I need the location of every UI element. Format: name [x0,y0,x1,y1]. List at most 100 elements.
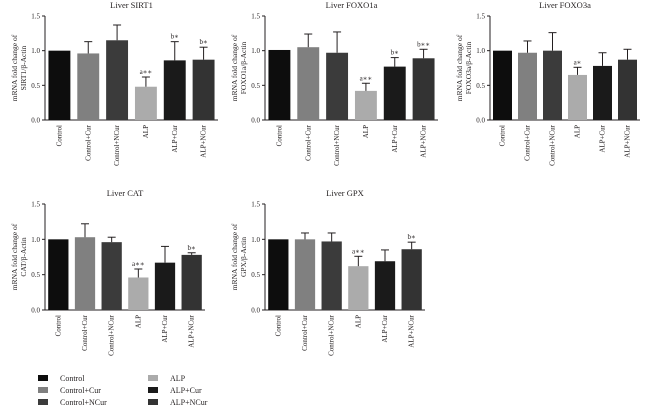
chart-panel-liver-foxo3a: Liver FOXO3a mRNA fold change of FOXO3a/β-… [455,0,640,166]
x-tick-label: Control+Cur [84,124,92,161]
y-tick-label: 0.0 [476,117,485,125]
bar-alp-cur [593,65,612,120]
y-tick-label: 0.5 [476,82,485,90]
y-tick-label: 0.5 [251,82,260,90]
bar-alp-cur [374,261,396,310]
legend-item-control-cur: Control+Cur [38,384,101,396]
bar-control [493,50,512,120]
x-tick-label: Control+Cur [524,124,532,161]
x-tick-label: Control+NCur [113,124,121,166]
chart-panel-liver-foxo1a: Liver FOXO1a mRNA fold change of FOXO1a/β-… [230,0,438,166]
legend-swatch [38,399,48,405]
y-tick-label: 1.0 [31,47,40,55]
x-tick-label: ALP+Cur [391,124,399,152]
chart-title: Liver FOXO1a [326,0,378,10]
bar-alp-cur [383,66,406,120]
y-tick-label: 0.0 [251,117,260,125]
chart-title: Liver GPX [326,188,364,198]
legend-item-alp: ALP [148,372,185,384]
x-tick-label: ALP+Cur [171,124,179,152]
bar-alp-cur [163,60,186,120]
bar-alp-ncur [401,249,422,310]
y-axis-label: mRNA fold change of [230,223,239,290]
y-axis-label: FOXO1a/β-Actin [239,41,248,94]
bar-control-ncur [326,52,349,120]
legend-swatch [38,387,48,393]
x-tick-label: Control+Cur [304,124,312,161]
legend-swatch [38,375,48,381]
x-tick-label: ALP [362,125,370,138]
significance-label: b∗ [391,49,400,57]
x-tick-label: Control [274,315,282,336]
y-tick-label: 1.5 [251,201,260,209]
legend-label: Control+NCur [60,397,107,407]
x-tick-label: Control [499,125,507,146]
x-tick-label: Control [275,125,283,146]
y-axis-label: mRNA fold change of [455,34,464,101]
bar-control-cur [77,53,100,120]
x-tick-label: ALP [134,315,142,328]
bar-alp [134,86,157,120]
y-tick-label: 1.5 [31,13,40,21]
x-tick-label: Control+NCur [328,314,336,356]
bar-control-ncur [101,242,122,310]
y-tick-label: 1.5 [251,13,260,21]
bar-alp-ncur [618,59,637,120]
bar-control-ncur [106,40,129,121]
y-tick-label: 0.5 [31,271,40,279]
bar-alp [348,266,369,310]
significance-label: a∗∗ [352,247,365,255]
x-tick-label: Control [54,315,62,336]
bar-control-cur [518,52,537,120]
y-tick-label: 1.0 [31,236,40,244]
significance-label: a∗∗ [140,68,153,76]
x-tick-label: ALP+NCur [420,124,428,157]
bar-control-cur [297,47,320,121]
significance-label: b∗ [408,233,417,241]
y-tick-label: 0.5 [251,271,260,279]
legend-label: ALP [170,373,186,383]
y-axis-label: mRNA fold change of [10,223,19,290]
bar-alp-ncur [181,254,202,310]
bar-alp [128,277,149,310]
bar-control [48,50,71,120]
bar-control [268,239,289,310]
y-tick-label: 0.0 [31,117,40,125]
x-tick-label: ALP [354,315,362,328]
y-tick-label: 0.0 [251,307,260,315]
legend-swatch [148,387,158,393]
y-axis-label: FOXO3a/β-Actin [464,41,473,94]
legend-swatch [148,399,158,405]
bar-alp-ncur [412,58,435,120]
y-axis-label: SIRT1/β-Actin [19,45,28,90]
legend-label: Control [60,373,85,383]
bar-control-cur [294,239,316,310]
x-tick-label: ALP+NCur [408,314,416,347]
bar-alp-ncur [192,59,215,120]
x-tick-label: Control+NCur [549,124,557,166]
x-tick-label: ALP+NCur [188,314,196,347]
legend-item-alp-cur: ALP+Cur [148,384,202,396]
y-tick-label: 1.5 [31,201,40,209]
significance-label: b∗ [199,38,208,46]
x-tick-label: Control+NCur [333,124,341,166]
significance-label: b∗∗ [417,40,430,48]
y-tick-label: 0.0 [31,307,40,315]
legend-item-alp-ncur: ALP+NCur [148,396,207,408]
legend-item-control: Control [38,372,84,384]
x-tick-label: Control+NCur [108,314,116,356]
y-tick-label: 0.5 [31,82,40,90]
x-tick-label: ALP [574,125,582,138]
bar-control-ncur [543,50,562,120]
x-tick-label: ALP+Cur [599,124,607,152]
x-tick-label: Control [55,125,63,146]
bar-alp-cur [154,262,176,310]
y-tick-label: 1.5 [476,13,485,21]
chart-panel-liver-sirt1: Liver SIRT1 mRNA fold change of SIRT1/β-Ac… [10,0,218,166]
legend-swatch [148,375,158,381]
legend-label: Control+Cur [60,385,101,395]
x-tick-label: ALP+NCur [200,124,208,157]
